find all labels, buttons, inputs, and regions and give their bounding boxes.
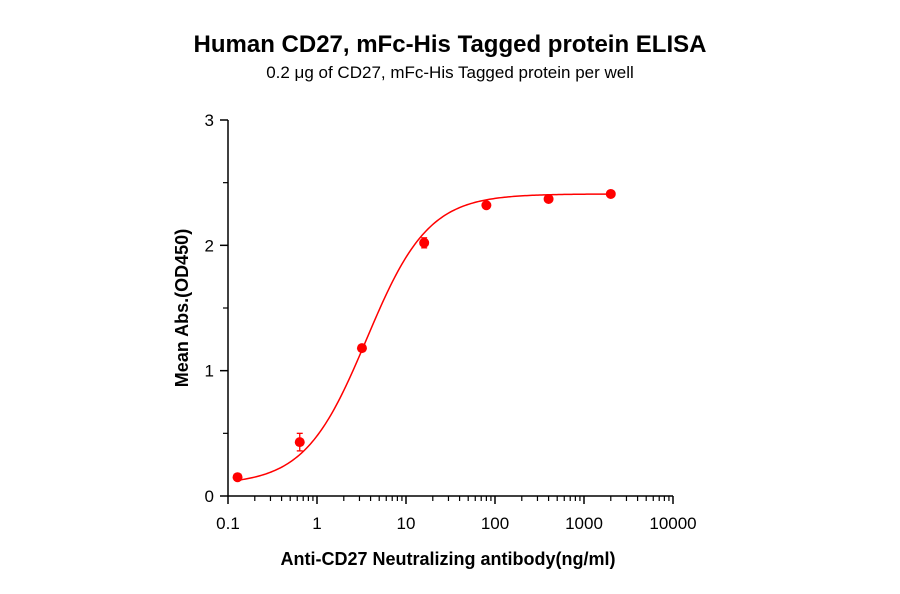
y-tick-label: 0 [205, 487, 214, 506]
fit-curve [237, 193, 611, 482]
x-axis-ticks: 0.1 1 10 100 1000 10000 [216, 496, 697, 533]
data-point [419, 237, 430, 248]
data-point [232, 472, 243, 483]
x-tick-label: 1 [312, 514, 321, 533]
x-tick-label: 10000 [649, 514, 696, 533]
axes [227, 120, 673, 497]
chart-title: Human CD27, mFc-His Tagged protein ELISA [194, 31, 707, 58]
y-axis-ticks: 0 1 2 3 [205, 111, 228, 506]
fit-curve-group [237, 193, 611, 482]
data-point [481, 200, 492, 211]
y-axis-label: Mean Abs.(OD450) [172, 229, 192, 387]
x-tick-label: 0.1 [216, 514, 240, 533]
x-axis-label: Anti-CD27 Neutralizing antibody(ng/ml) [281, 549, 616, 569]
chart-subtitle: 0.2 μg of CD27, mFc-His Tagged protein p… [266, 63, 634, 82]
y-tick-label: 3 [205, 111, 214, 130]
data-point [605, 188, 616, 199]
y-tick-label: 1 [205, 362, 214, 381]
data-points [232, 188, 616, 483]
data-point [356, 343, 367, 354]
data-point [543, 193, 554, 204]
data-point [294, 437, 305, 448]
x-tick-label: 10 [397, 514, 416, 533]
x-tick-label: 100 [481, 514, 509, 533]
y-tick-label: 2 [205, 236, 214, 255]
x-tick-label: 1000 [565, 514, 603, 533]
